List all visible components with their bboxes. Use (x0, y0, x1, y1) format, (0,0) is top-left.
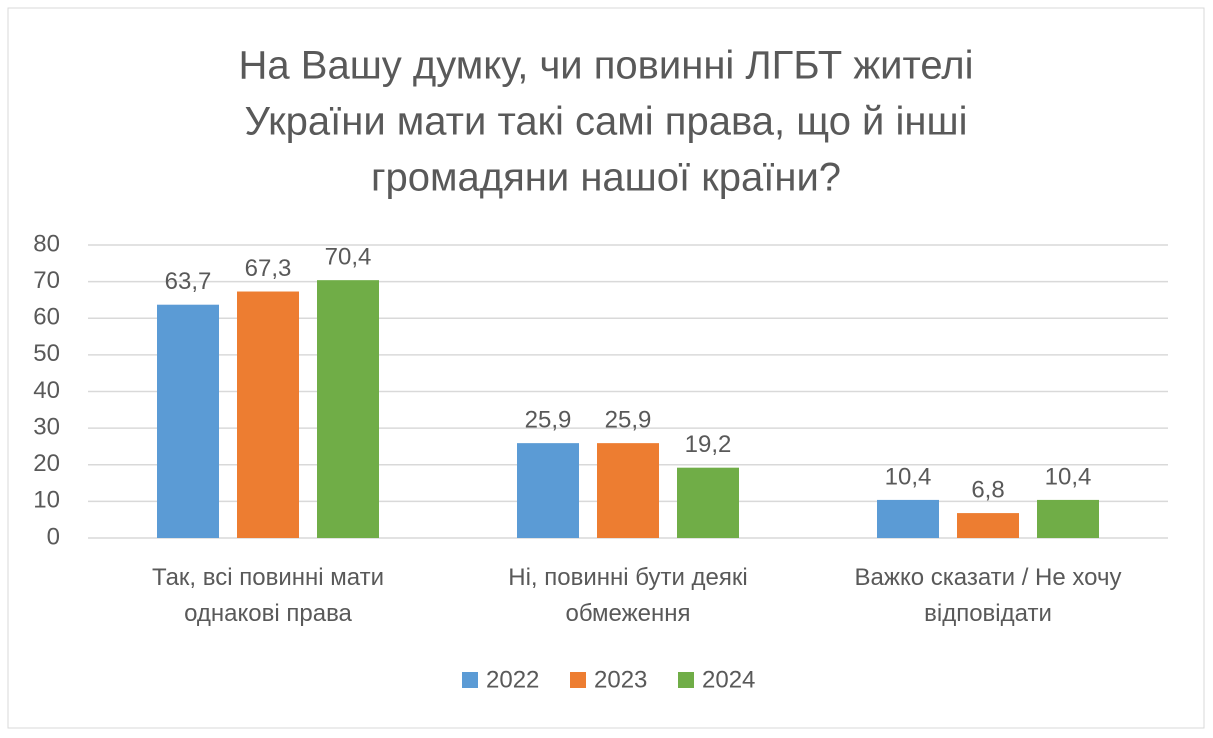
data-label: 10,4 (1045, 463, 1092, 490)
chart-title: На Вашу думку, чи повинні ЛГБТ жителі (239, 44, 974, 88)
data-label: 63,7 (165, 268, 212, 295)
bar (517, 443, 579, 538)
data-label: 70,4 (325, 244, 372, 271)
y-tick-label: 60 (33, 304, 60, 331)
data-label: 19,2 (685, 431, 732, 458)
x-tick-label: Ні, повинні бути деякі обмеження (508, 564, 748, 627)
bar (957, 513, 1019, 538)
y-tick-label: 30 (33, 413, 60, 440)
data-label: 6,8 (971, 476, 1004, 503)
y-tick-label: 0 (47, 523, 60, 550)
x-tick-label: Важко сказати / Не хочу відповідати (854, 564, 1122, 627)
y-tick-label: 70 (33, 267, 60, 294)
legend-swatch (678, 672, 694, 688)
data-label: 25,9 (525, 406, 572, 433)
y-tick-label: 80 (33, 230, 60, 257)
bar (677, 467, 739, 538)
y-tick-label: 40 (33, 377, 60, 404)
legend-label: 2023 (594, 666, 647, 693)
bar (1037, 499, 1099, 538)
y-tick-label: 10 (33, 487, 60, 514)
legend-label: 2024 (702, 666, 755, 693)
y-tick-label: 20 (33, 450, 60, 477)
data-label: 25,9 (605, 406, 652, 433)
x-tick-label: Так, всі повинні мати однакові права (152, 564, 384, 627)
legend-swatch (570, 672, 586, 688)
bar (157, 304, 219, 538)
bar (877, 499, 939, 538)
bar (597, 443, 659, 538)
y-tick-label: 50 (33, 340, 60, 367)
data-label: 67,3 (245, 255, 292, 282)
bar (317, 280, 379, 538)
data-label: 10,4 (885, 463, 932, 490)
chart-title: громадяни нашої країни? (371, 156, 841, 200)
bar (237, 291, 299, 538)
chart-title: України мати такі самі права, що й інші (245, 100, 968, 144)
legend-swatch (462, 672, 478, 688)
legend-label: 2022 (486, 666, 539, 693)
